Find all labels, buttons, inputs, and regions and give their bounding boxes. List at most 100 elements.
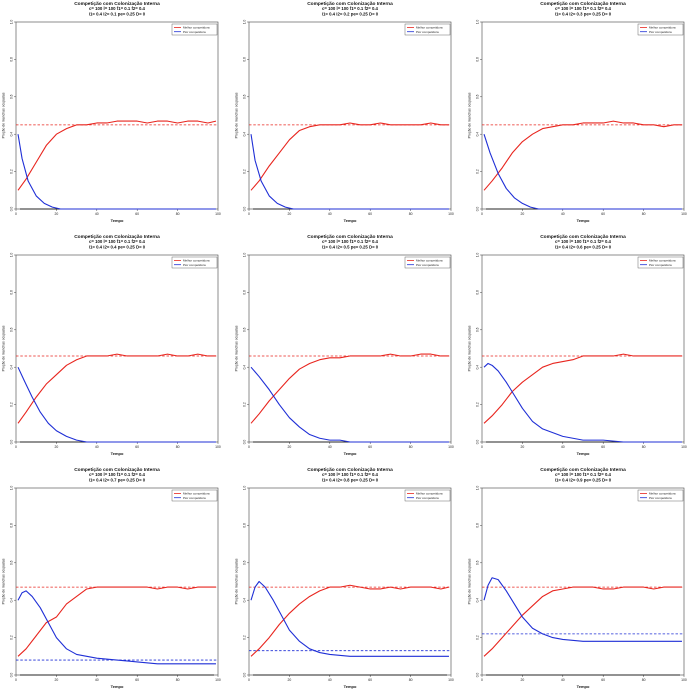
- y-axis-label: Proção de manchas ocupadas: [2, 92, 6, 138]
- x-tick-label: 60: [601, 212, 605, 216]
- legend-box: [404, 23, 451, 36]
- series-line: [17, 586, 216, 657]
- chart-subtitle: c= 100 l= 100 f1= 0.1 f2= 0.4: [89, 239, 146, 244]
- x-tick-label: 0: [481, 678, 483, 682]
- x-tick-label: 100: [215, 445, 221, 449]
- series-line: [250, 122, 449, 191]
- legend-box: [171, 489, 218, 502]
- plot-frame: [248, 254, 452, 443]
- chart-title: Competição com Colonização Interna: [74, 1, 160, 7]
- chart-subtitle: c= 100 l= 100 f1= 0.1 f2= 0.4: [89, 472, 146, 477]
- y-tick-label: 0.8: [10, 290, 14, 295]
- x-axis-label: Tempo: [577, 684, 590, 689]
- series-line: [17, 366, 216, 443]
- x-tick-label: 40: [561, 212, 565, 216]
- y-tick-label: 0.8: [10, 57, 14, 62]
- chart-subtitle: c= 100 l= 100 f1= 0.1 f2= 0.4: [555, 239, 612, 244]
- x-tick-label: 40: [561, 445, 565, 449]
- y-axis-label: Proção de manchas ocupadas: [468, 325, 472, 371]
- x-tick-label: 60: [135, 212, 139, 216]
- y-tick-label: 0.0: [243, 440, 247, 445]
- legend-box: [171, 23, 218, 36]
- x-tick-label: 20: [288, 212, 292, 216]
- x-axis-label: Tempo: [344, 684, 357, 689]
- y-tick-label: 1.0: [476, 253, 480, 258]
- chart-subtitle: c= 100 l= 100 f1= 0.1 f2= 0.4: [322, 6, 379, 11]
- x-tick-label: 60: [135, 678, 139, 682]
- y-tick-label: 1.0: [10, 253, 14, 258]
- legend-entry: Pior competidora: [649, 30, 672, 34]
- series-line: [17, 134, 216, 210]
- y-tick-label: 0.6: [10, 560, 14, 565]
- x-tick-label: 0: [248, 445, 250, 449]
- x-tick-label: 40: [328, 212, 332, 216]
- y-tick-label: 0.8: [476, 523, 480, 528]
- y-axis-label: Proção de manchas ocupadas: [235, 92, 239, 138]
- y-tick-label: 0.2: [476, 635, 480, 640]
- legend-entry: Melhor competidora: [416, 26, 443, 30]
- chart-subtitle: i1= 0.4 i2= 0.3 pe= 0.25 D= 0: [555, 11, 612, 16]
- legend-entry: Pior competidora: [649, 263, 672, 267]
- y-tick-label: 0.6: [243, 94, 247, 99]
- x-tick-label: 20: [55, 678, 59, 682]
- y-tick-label: 0.8: [243, 57, 247, 62]
- x-tick-label: 60: [135, 445, 139, 449]
- y-tick-label: 0.4: [243, 365, 247, 370]
- x-tick-label: 80: [642, 678, 646, 682]
- y-tick-label: 0.2: [10, 402, 14, 407]
- x-tick-label: 60: [368, 445, 372, 449]
- y-tick-label: 0.0: [243, 673, 247, 678]
- x-tick-label: 40: [95, 445, 99, 449]
- x-axis-label: Tempo: [344, 218, 357, 223]
- x-axis-label: Tempo: [344, 451, 357, 456]
- x-tick-label: 100: [215, 678, 221, 682]
- legend-entry: Pior competidora: [183, 263, 206, 267]
- y-tick-label: 0.0: [476, 440, 480, 445]
- x-tick-label: 60: [601, 445, 605, 449]
- plot-frame: [248, 487, 452, 676]
- legend-entry: Melhor competidora: [649, 26, 676, 30]
- y-tick-label: 0.0: [476, 673, 480, 678]
- x-tick-label: 100: [681, 678, 687, 682]
- x-tick-label: 80: [409, 212, 413, 216]
- x-tick-label: 0: [15, 445, 17, 449]
- x-tick-label: 100: [448, 212, 454, 216]
- chart-subtitle: i1= 0.4 i2= 0.1 pe= 0.25 D= 0: [89, 11, 146, 16]
- x-tick-label: 0: [481, 445, 483, 449]
- chart-title: Competição com Colonização Interna: [540, 234, 626, 240]
- legend-entry: Pior competidora: [649, 496, 672, 500]
- y-tick-label: 0.8: [476, 57, 480, 62]
- x-tick-label: 0: [15, 678, 17, 682]
- x-tick-label: 60: [601, 678, 605, 682]
- x-tick-label: 80: [176, 212, 180, 216]
- y-tick-label: 0.2: [476, 169, 480, 174]
- x-tick-label: 0: [481, 212, 483, 216]
- plot-frame: [481, 21, 685, 210]
- legend-entry: Melhor competidora: [183, 26, 210, 30]
- y-tick-label: 0.0: [10, 440, 14, 445]
- y-axis-label: Proção de manchas ocupadas: [2, 558, 6, 604]
- legend-entry: Pior competidora: [416, 30, 439, 34]
- y-axis-label: Proção de manchas ocupadas: [235, 558, 239, 604]
- x-tick-label: 60: [368, 212, 372, 216]
- y-tick-label: 0.4: [10, 598, 14, 603]
- y-axis-label: Proção de manchas ocupadas: [468, 558, 472, 604]
- y-tick-label: 0.8: [10, 523, 14, 528]
- series-line: [483, 362, 682, 443]
- y-tick-label: 1.0: [243, 486, 247, 491]
- legend-entry: Pior competidora: [416, 263, 439, 267]
- x-tick-label: 0: [15, 212, 17, 216]
- x-tick-label: 40: [328, 678, 332, 682]
- y-tick-label: 0.4: [10, 132, 14, 137]
- legend-box: [171, 256, 218, 269]
- chart-subtitle: i1= 0.4 i2= 0.5 pe= 0.25 D= 0: [322, 244, 379, 249]
- x-axis-label: Tempo: [111, 451, 124, 456]
- x-tick-label: 20: [55, 445, 59, 449]
- x-axis-label: Tempo: [577, 218, 590, 223]
- x-axis-label: Tempo: [111, 684, 124, 689]
- legend-box: [637, 256, 684, 269]
- series-line: [250, 366, 449, 443]
